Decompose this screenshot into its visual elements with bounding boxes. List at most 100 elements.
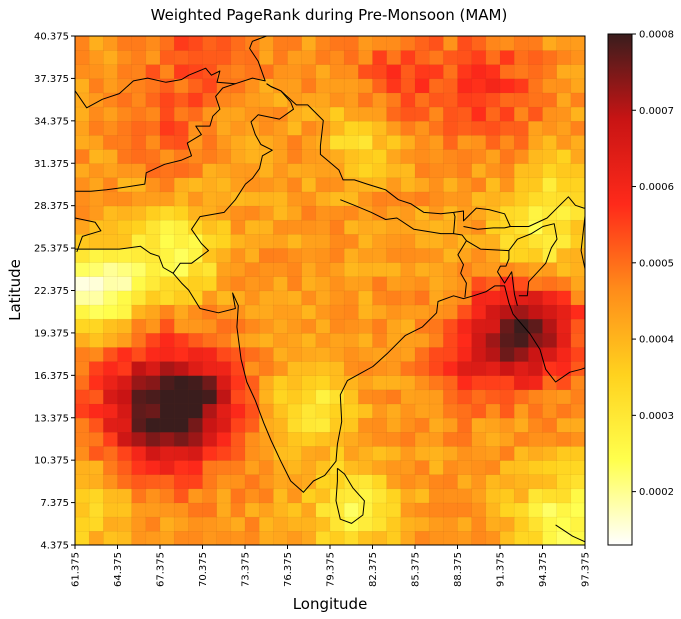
heatmap-cell <box>528 247 544 263</box>
heatmap-cell <box>485 445 501 461</box>
heatmap-cell <box>230 191 246 207</box>
heatmap-cell <box>103 459 119 475</box>
heatmap-cell <box>556 445 572 461</box>
heatmap-cell <box>75 459 90 475</box>
heatmap-cell <box>343 488 359 504</box>
heatmap-cell <box>258 92 274 108</box>
heatmap-cell <box>400 403 416 419</box>
heatmap-cell <box>244 233 260 249</box>
heatmap-cell <box>499 516 515 532</box>
heatmap-cell <box>485 92 501 108</box>
heatmap-cell <box>315 261 331 278</box>
heatmap-cell <box>301 530 317 545</box>
heatmap-cell <box>443 290 459 306</box>
map-outlines <box>75 36 585 543</box>
heatmap-cell <box>145 261 161 278</box>
heatmap-cell <box>414 389 430 405</box>
heatmap-cell <box>358 78 374 94</box>
x-tick-label: 79.375 <box>326 552 337 587</box>
heatmap-cell <box>457 516 473 532</box>
heatmap-cell <box>386 375 402 391</box>
heatmap-cell <box>258 318 274 334</box>
heatmap-cell <box>159 36 175 51</box>
heatmap-cell <box>556 276 572 292</box>
heatmap-cell <box>443 191 459 207</box>
heatmap-cell <box>358 64 374 80</box>
heatmap-cell <box>414 318 430 334</box>
heatmap-cell <box>528 389 544 405</box>
heatmap-cell <box>75 120 90 136</box>
heatmap-cell <box>443 318 459 334</box>
heatmap-cell <box>244 502 260 518</box>
heatmap-cell <box>88 290 104 306</box>
heatmap-cell <box>75 389 90 405</box>
heatmap-cell <box>202 445 218 461</box>
heatmap-cell <box>273 134 289 150</box>
heatmap-cell <box>414 445 430 461</box>
heatmap-cell <box>414 276 430 292</box>
heatmap-cell <box>471 163 487 179</box>
heatmap-cell <box>230 318 246 334</box>
heatmap-cell <box>244 106 260 122</box>
heatmap-cell <box>570 488 585 504</box>
heatmap-cell <box>457 318 473 334</box>
heatmap-cell <box>542 389 558 405</box>
heatmap-cell <box>103 64 119 80</box>
heatmap-cell <box>570 49 585 65</box>
heatmap-cell <box>159 106 175 122</box>
heatmap-cell <box>216 148 232 164</box>
heatmap-cell <box>358 148 374 164</box>
colorbar: 0.0002 0.0003 0.0004 0.0005 0.0006 0.0007 0.00… <box>607 30 674 546</box>
heatmap-cell <box>386 106 402 122</box>
heatmap-cell <box>513 92 529 108</box>
heatmap-cell <box>542 304 558 320</box>
heatmap-cell <box>358 346 374 362</box>
heatmap-cell <box>443 177 459 193</box>
heatmap-cell <box>173 516 189 532</box>
heatmap-cell <box>287 304 303 320</box>
heatmap-cell <box>117 474 133 490</box>
heatmap-cell <box>75 177 90 193</box>
heatmap-cell <box>343 92 359 108</box>
heatmap-cell <box>457 177 473 193</box>
heatmap-cell <box>287 134 303 150</box>
heatmap-cell <box>570 431 585 447</box>
heatmap-cell <box>230 346 246 362</box>
heatmap-cell <box>301 403 317 419</box>
heatmap-cell <box>216 360 232 376</box>
heatmap-cell <box>202 403 218 419</box>
heatmap-cell <box>301 233 317 249</box>
heatmap-cell <box>202 502 218 518</box>
x-tick-label: 94.375 <box>538 552 549 587</box>
heatmap-cell <box>372 403 388 419</box>
heatmap-cell <box>75 304 90 320</box>
heatmap-cell <box>457 445 473 461</box>
heatmap-cell <box>443 360 459 376</box>
heatmap-cell <box>386 148 402 164</box>
heatmap-cell <box>159 403 175 419</box>
heatmap-cell <box>117 148 133 164</box>
heatmap-cell <box>301 49 317 65</box>
heatmap-cell <box>202 417 218 433</box>
heatmap-cell <box>188 417 204 433</box>
heatmap-cell <box>457 261 473 278</box>
heatmap-cell <box>471 148 487 164</box>
heatmap-cell <box>287 417 303 433</box>
heatmap-cell <box>499 474 515 490</box>
heatmap-cell <box>443 389 459 405</box>
heatmap-cell <box>443 261 459 278</box>
heatmap-cell <box>428 106 444 122</box>
heatmap-cell <box>159 92 175 108</box>
heatmap-cell <box>159 530 175 545</box>
heatmap-cell <box>230 261 246 278</box>
heatmap-cell <box>556 205 572 221</box>
heatmap-cell <box>372 78 388 94</box>
heatmap-cell <box>499 502 515 518</box>
heatmap-cell <box>273 445 289 461</box>
heatmap-cell <box>400 134 416 150</box>
heatmap-cell <box>273 318 289 334</box>
heatmap-cell <box>528 205 544 221</box>
heatmap-cell <box>485 219 501 235</box>
heatmap-cell <box>528 233 544 249</box>
heatmap-cell <box>258 530 274 545</box>
